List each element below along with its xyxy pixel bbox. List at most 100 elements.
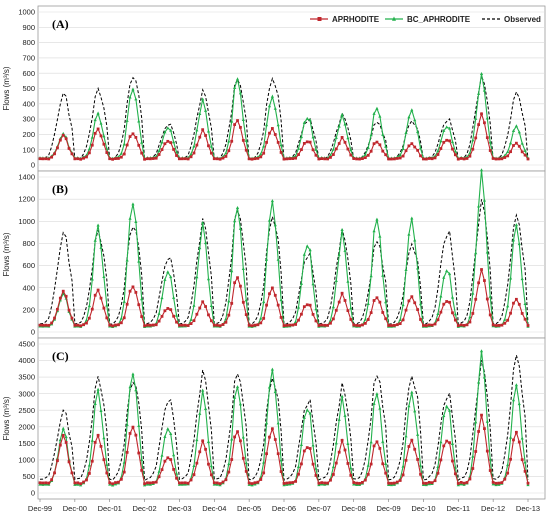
data-point xyxy=(523,148,527,152)
data-point xyxy=(340,438,344,442)
data-point xyxy=(265,140,268,144)
data-point xyxy=(401,318,405,322)
panel-3: 0 500 1000 1500 2000 2500 3000 3500 4000 4500 Flow… xyxy=(2,337,546,500)
data-point xyxy=(259,316,263,320)
data-point xyxy=(418,463,423,467)
data-point xyxy=(201,439,205,443)
x-tick-label: Dec-07 xyxy=(307,504,331,513)
data-point xyxy=(212,481,216,485)
data-point xyxy=(131,372,135,376)
data-point xyxy=(427,157,431,160)
data-point xyxy=(514,124,518,128)
data-point xyxy=(169,431,173,435)
data-point xyxy=(395,157,399,160)
data-point xyxy=(99,408,103,412)
data-point xyxy=(404,130,408,134)
data-point xyxy=(442,413,446,417)
data-point xyxy=(363,317,367,321)
data-point xyxy=(262,151,266,155)
data-point xyxy=(172,314,176,318)
data-point xyxy=(285,323,289,327)
data-point xyxy=(235,206,240,210)
data-point xyxy=(503,156,507,159)
data-point xyxy=(253,157,257,161)
data-point xyxy=(517,144,521,148)
data-point xyxy=(378,114,382,118)
data-point xyxy=(189,322,193,325)
data-point xyxy=(474,297,478,301)
data-point xyxy=(119,151,123,155)
data-point xyxy=(308,411,312,415)
data-point xyxy=(238,91,243,95)
data-point xyxy=(346,147,350,151)
data-point xyxy=(485,419,489,423)
data-point xyxy=(326,157,329,161)
data-point xyxy=(38,323,42,327)
data-point xyxy=(41,157,45,161)
data-point xyxy=(343,122,347,126)
data-point xyxy=(128,95,132,99)
data-point xyxy=(117,157,120,160)
data-point xyxy=(465,157,469,160)
data-point xyxy=(471,467,475,470)
data-point xyxy=(157,149,161,153)
x-tick-label: Dec-13 xyxy=(516,504,540,513)
data-point xyxy=(361,323,364,327)
data-point xyxy=(395,323,399,327)
data-point xyxy=(352,157,356,160)
data-point xyxy=(445,125,449,129)
data-point xyxy=(328,318,333,322)
data-point xyxy=(198,135,202,139)
data-point xyxy=(413,145,417,149)
data-point xyxy=(151,157,155,160)
data-point xyxy=(90,438,94,442)
data-point xyxy=(506,304,510,308)
data-point xyxy=(334,461,338,465)
data-point xyxy=(433,156,437,160)
data-point xyxy=(122,470,126,474)
data-point xyxy=(349,148,353,152)
data-point xyxy=(166,126,170,130)
data-point xyxy=(436,311,440,315)
series-line xyxy=(39,355,529,482)
data-point xyxy=(474,136,478,140)
data-point xyxy=(108,157,112,161)
data-point xyxy=(401,154,405,158)
data-point xyxy=(346,279,350,283)
data-point xyxy=(331,317,335,321)
data-point xyxy=(273,438,277,441)
data-point xyxy=(424,324,428,327)
data-point xyxy=(314,153,318,157)
data-point xyxy=(366,463,370,467)
data-point xyxy=(125,450,129,454)
data-point xyxy=(195,312,199,316)
data-point xyxy=(401,473,405,477)
data-point xyxy=(189,152,193,156)
data-point xyxy=(378,300,382,304)
data-point xyxy=(523,317,527,321)
data-point xyxy=(154,323,158,327)
y-tick-label: 2000 xyxy=(18,422,35,431)
data-point xyxy=(413,447,417,451)
data-point xyxy=(482,88,487,92)
data-point xyxy=(471,454,475,458)
data-point xyxy=(419,154,422,158)
data-point xyxy=(105,471,109,475)
data-point xyxy=(262,300,266,304)
data-point xyxy=(93,118,97,122)
data-point xyxy=(58,138,62,142)
y-tick-label: 1000 xyxy=(18,455,35,464)
data-point xyxy=(404,434,408,438)
data-point xyxy=(503,317,507,321)
data-point xyxy=(235,77,240,81)
data-point xyxy=(410,108,414,112)
data-point xyxy=(334,279,338,283)
data-point xyxy=(291,157,295,160)
data-point xyxy=(180,481,184,485)
data-point xyxy=(491,157,495,160)
data-point xyxy=(230,458,234,461)
data-point xyxy=(140,297,144,301)
data-point xyxy=(166,307,170,310)
data-point xyxy=(401,303,405,307)
data-point xyxy=(122,152,126,156)
